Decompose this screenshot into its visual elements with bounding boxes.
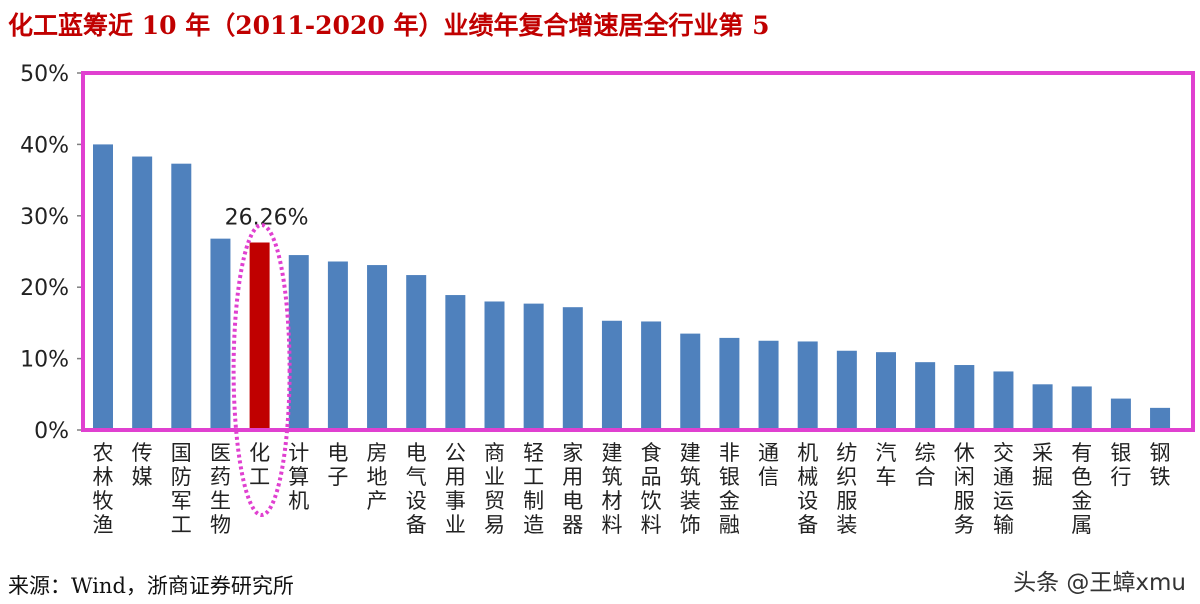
bar — [680, 333, 701, 430]
x-tick-label: 计算机 — [288, 441, 309, 513]
x-tick-label: 电子 — [327, 441, 348, 489]
x-tick-labels: 农林牧渔传媒国防军工医药生物化工计算机电子房地产电气设备公用事业商业贸易轻工制造… — [93, 441, 1171, 537]
x-tick-label: 轻工制造 — [523, 441, 544, 537]
highlight-ellipse — [231, 223, 292, 517]
x-tick-label: 家用电器 — [562, 441, 583, 537]
source-note: 来源：Wind，浙商证券研究所 — [8, 574, 294, 598]
x-tick-label: 房地产 — [367, 441, 388, 513]
x-tick-label: 交通运输 — [993, 441, 1014, 537]
x-tick-label: 食品饮料 — [641, 441, 662, 537]
bar — [484, 301, 505, 430]
bar — [288, 255, 309, 430]
highlight-frame-layer — [81, 71, 1195, 517]
x-tick-label: 国防军工 — [171, 441, 192, 537]
bar — [836, 350, 857, 430]
bar — [1150, 407, 1171, 430]
x-tick-label: 有色金属 — [1071, 441, 1092, 537]
x-tick-label: 钢铁 — [1150, 441, 1171, 489]
highlight-data-label: 26.26% — [225, 206, 309, 231]
bar — [758, 340, 779, 430]
y-tick-label: 20% — [20, 276, 69, 301]
x-tick-label: 化工 — [249, 441, 270, 489]
bars-layer: 26.26% — [93, 144, 1171, 431]
bar-highlight — [249, 242, 270, 430]
x-tick-label: 机械设备 — [797, 441, 818, 537]
x-tick-label: 休闲服务 — [954, 441, 975, 537]
bar — [915, 362, 936, 430]
bar — [132, 156, 153, 430]
bar — [210, 238, 231, 430]
y-tick-label: 10% — [20, 348, 69, 373]
x-tick-label: 建筑材料 — [601, 441, 622, 537]
chart-title: 化工蓝筹近 10 年（2011-2020 年）业绩年复合增速居全行业第 5 — [8, 11, 770, 40]
bar — [1032, 384, 1053, 430]
y-tick-label: 40% — [20, 133, 69, 158]
x-tick-label: 采掘 — [1032, 441, 1053, 489]
x-tick-label: 通信 — [758, 441, 779, 489]
watermark: 头条 @王蟑xmu — [1013, 570, 1186, 596]
bar — [954, 365, 975, 430]
x-tick-label: 汽车 — [876, 441, 897, 489]
bar — [601, 320, 622, 430]
bar — [445, 295, 466, 430]
bar — [797, 341, 818, 430]
bar — [406, 275, 427, 430]
x-tick-label: 电气设备 — [406, 441, 427, 537]
bar — [1110, 398, 1131, 430]
bar — [171, 163, 192, 431]
y-tick-label: 30% — [20, 205, 69, 230]
y-tick-label: 50% — [20, 62, 69, 87]
x-tick-label: 商业贸易 — [484, 441, 505, 537]
x-tick-label: 农林牧渔 — [93, 441, 114, 537]
x-tick-label: 非银金融 — [719, 441, 740, 537]
bar — [993, 371, 1014, 430]
bar — [1071, 386, 1092, 430]
x-tick-label: 银行 — [1110, 441, 1131, 489]
bar — [93, 144, 113, 430]
bar — [327, 261, 348, 430]
x-tick-label: 综合 — [915, 441, 936, 489]
bar — [876, 352, 896, 430]
x-tick-label: 纺织服装 — [836, 441, 857, 537]
bar — [367, 265, 388, 430]
plot-frame — [81, 71, 1195, 432]
x-tick-label: 建筑装饰 — [680, 441, 701, 537]
bar — [562, 307, 583, 430]
bar — [641, 321, 662, 430]
x-tick-label: 传媒 — [132, 441, 153, 489]
x-tick-label: 医药生物 — [210, 441, 231, 537]
bar — [523, 303, 544, 430]
y-tick-label: 0% — [34, 419, 69, 444]
x-tick-label: 公用事业 — [445, 441, 466, 537]
bar — [719, 337, 740, 430]
